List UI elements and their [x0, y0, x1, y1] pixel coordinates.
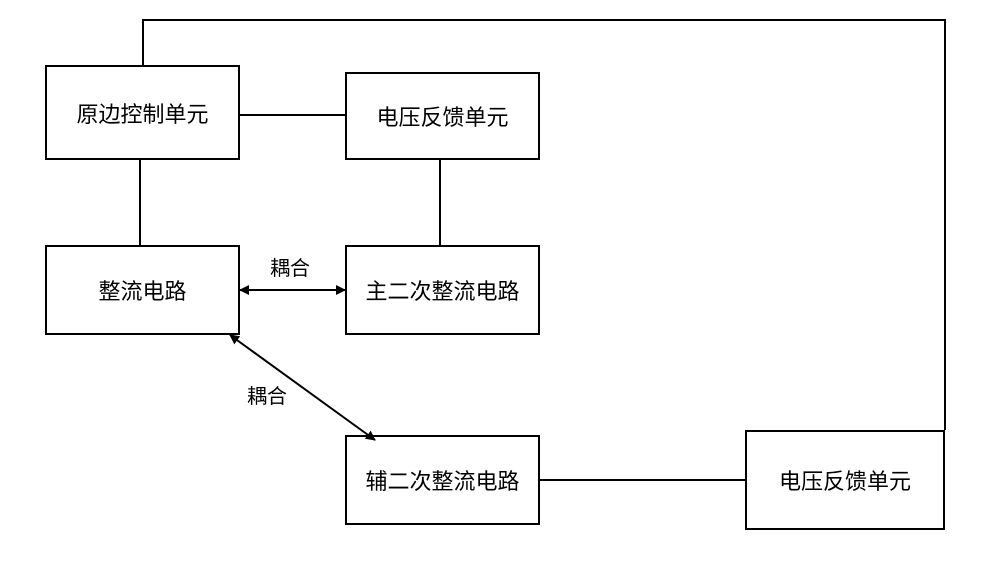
- node-main-secondary-rectifier: 主二次整流电路: [345, 245, 540, 335]
- node-label: 原边控制单元: [76, 97, 208, 129]
- node-label: 电压反馈单元: [779, 464, 911, 496]
- node-label: 整流电路: [98, 274, 186, 306]
- node-voltage-feedback-right: 电压反馈单元: [745, 430, 945, 530]
- node-label: 辅二次整流电路: [365, 464, 519, 496]
- edge-label-coupling-2: 耦合: [245, 380, 289, 409]
- node-label: 电压反馈单元: [376, 100, 508, 132]
- node-primary-control: 原边控制单元: [45, 65, 240, 160]
- node-rectifier: 整流电路: [45, 245, 240, 335]
- node-voltage-feedback-top: 电压反馈单元: [345, 72, 540, 160]
- edge-label-coupling-1: 耦合: [268, 252, 312, 281]
- block-diagram: 原边控制单元 电压反馈单元 整流电路 主二次整流电路 辅二次整流电路 电压反馈单…: [0, 0, 1000, 567]
- node-aux-secondary-rectifier: 辅二次整流电路: [345, 435, 540, 525]
- node-label: 主二次整流电路: [365, 274, 519, 306]
- edge-polyline: [143, 20, 945, 430]
